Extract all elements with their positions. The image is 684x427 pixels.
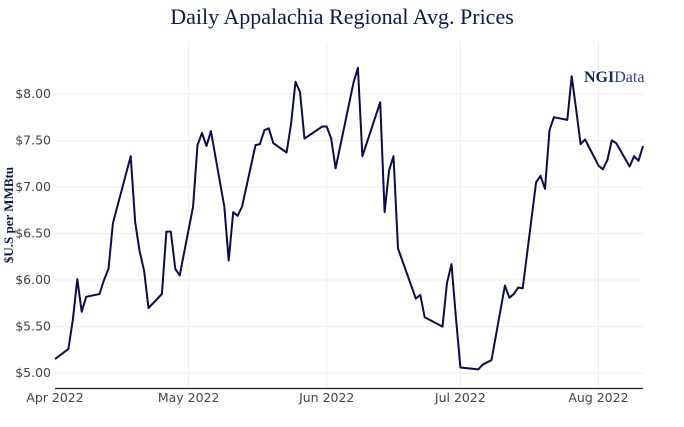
x-tick-label: Jul 2022 [434, 390, 486, 405]
y-tick-label: $5.00 [15, 365, 51, 380]
y-tick-label: $6.00 [15, 272, 51, 287]
ngi-data-logo: NGIData [584, 69, 644, 86]
x-tick-label: Jun 2022 [298, 390, 354, 405]
x-axis-ticks: Apr 2022 May 2022 Jun 2022 Jul 2022 Aug 2022 [26, 390, 628, 405]
y-tick-label: $8.00 [15, 86, 51, 101]
y-axis-label: $U.S per MMBtu [1, 167, 16, 263]
x-tick-label: May 2022 [158, 390, 220, 405]
y-tick-label: $6.50 [15, 225, 51, 240]
price-line [54, 66, 644, 371]
chart-title: Daily Appalachia Regional Avg. Prices [170, 4, 514, 29]
y-tick-label: $7.00 [15, 179, 51, 194]
data-points [54, 67, 644, 371]
x-tick-label: Aug 2022 [568, 390, 628, 405]
y-tick-label: $5.50 [15, 319, 51, 334]
y-tick-label: $7.50 [15, 132, 51, 147]
x-tick-label: Apr 2022 [26, 390, 83, 405]
gridlines [55, 42, 643, 388]
y-axis-ticks: $5.00 $5.50 $6.00 $6.50 $7.00 $7.50 $8.00 [15, 86, 51, 380]
